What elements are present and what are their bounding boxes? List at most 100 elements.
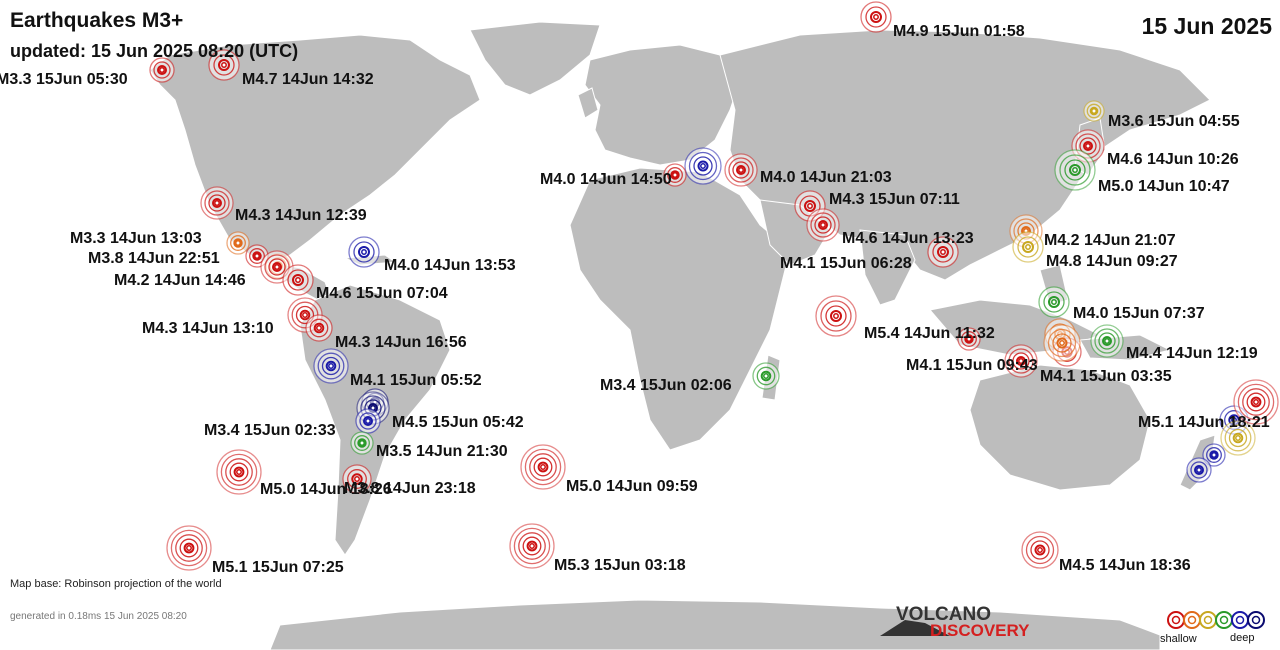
quake-marker-extra[interactable] bbox=[1004, 344, 1038, 378]
quake-label[interactable]: M4.0 15Jun 07:37 bbox=[1073, 305, 1205, 322]
quake-label[interactable]: M4.6 15Jun 07:04 bbox=[316, 285, 448, 302]
quake-epicenter bbox=[529, 543, 535, 549]
quake-label[interactable]: M4.1 15Jun 05:52 bbox=[350, 372, 482, 389]
quake-label[interactable]: M4.2 14Jun 21:07 bbox=[1044, 232, 1176, 249]
quake-label[interactable]: M4.6 14Jun 13:23 bbox=[842, 230, 974, 247]
legend-depth-ring-inner bbox=[1251, 615, 1261, 625]
quake-ring bbox=[1246, 392, 1266, 412]
quake-marker[interactable] bbox=[509, 523, 555, 569]
quake-label[interactable]: M4.0 14Jun 13:53 bbox=[384, 257, 516, 274]
quake-marker[interactable] bbox=[752, 362, 780, 390]
quake-marker-extra[interactable] bbox=[1202, 443, 1226, 467]
quake-marker[interactable] bbox=[927, 236, 959, 268]
quake-label[interactable]: M4.6 14Jun 10:26 bbox=[1107, 151, 1239, 168]
quake-marker-extra[interactable] bbox=[1220, 420, 1256, 456]
quake-label[interactable]: M4.5 14Jun 18:36 bbox=[1059, 557, 1191, 574]
quake-marker[interactable] bbox=[1012, 231, 1044, 263]
quake-label[interactable]: M4.3 15Jun 07:11 bbox=[829, 191, 960, 208]
quake-marker[interactable] bbox=[724, 153, 758, 187]
quake-marker[interactable] bbox=[957, 327, 981, 351]
quake-label[interactable]: M4.1 15Jun 09:43 bbox=[906, 357, 1038, 374]
quake-marker[interactable] bbox=[1233, 379, 1279, 425]
quake-epicenter bbox=[1211, 452, 1217, 458]
quake-ring bbox=[354, 435, 370, 451]
quake-marker[interactable] bbox=[226, 231, 250, 255]
quake-marker[interactable] bbox=[1083, 100, 1105, 122]
quake-marker-extra[interactable] bbox=[684, 147, 722, 185]
quake-marker[interactable] bbox=[348, 236, 380, 268]
quake-marker[interactable] bbox=[313, 348, 349, 384]
quake-marker[interactable] bbox=[350, 431, 374, 455]
quake-label[interactable]: M4.3 14Jun 13:10 bbox=[142, 320, 274, 337]
quake-marker[interactable] bbox=[1090, 324, 1124, 358]
quake-label[interactable]: M5.0 14Jun 09:59 bbox=[566, 478, 698, 495]
quake-epicenter bbox=[966, 336, 972, 342]
quake-ring bbox=[1030, 540, 1050, 560]
quake-marker[interactable] bbox=[806, 208, 840, 242]
quake-label[interactable]: M3.4 15Jun 02:33 bbox=[204, 422, 336, 439]
quake-label[interactable]: M4.1 15Jun 06:28 bbox=[780, 255, 912, 272]
quake-marker[interactable] bbox=[200, 186, 234, 220]
quake-ring bbox=[358, 246, 370, 258]
quake-label[interactable]: M5.0 14Jun 10:47 bbox=[1098, 178, 1230, 195]
quake-label[interactable]: M3.5 14Jun 21:30 bbox=[376, 443, 508, 460]
quake-label[interactable]: M5.1 14Jun 18:21 bbox=[1138, 414, 1270, 431]
quake-label[interactable]: M5.0 14Jun 18:26 bbox=[260, 481, 392, 498]
quake-label[interactable]: M4.9 15Jun 01:58 bbox=[893, 23, 1025, 40]
logo-text-discovery: DISCOVERY bbox=[930, 621, 1030, 640]
quake-ring bbox=[153, 61, 171, 79]
quake-label[interactable]: M3.8 14Jun 22:51 bbox=[88, 250, 220, 267]
quake-marker[interactable] bbox=[166, 525, 212, 571]
quake-ring bbox=[1089, 106, 1099, 116]
quake-marker[interactable] bbox=[815, 295, 857, 337]
quake-label[interactable]: M4.1 15Jun 03:35 bbox=[1040, 368, 1172, 385]
quake-marker-extra[interactable] bbox=[1186, 457, 1212, 483]
quake-label[interactable]: M4.8 14Jun 09:27 bbox=[1046, 253, 1178, 270]
quake-epicenter bbox=[1059, 340, 1065, 346]
quake-label[interactable]: M4.0 14Jun 21:03 bbox=[760, 169, 892, 186]
quake-ring bbox=[225, 458, 253, 486]
quake-label[interactable]: M4.5 15Jun 05:42 bbox=[392, 414, 524, 431]
quake-marker[interactable] bbox=[1021, 531, 1059, 569]
quake-marker[interactable] bbox=[1043, 324, 1081, 362]
quake-marker[interactable] bbox=[282, 264, 314, 296]
quake-ring bbox=[175, 534, 203, 562]
quake-ring bbox=[1086, 103, 1102, 119]
quake-ring bbox=[1052, 333, 1072, 353]
quake-label[interactable]: M3.4 15Jun 02:06 bbox=[600, 377, 732, 394]
quake-label[interactable]: M5.4 14Jun 11:32 bbox=[864, 325, 995, 342]
quake-label[interactable]: M5.1 15Jun 07:25 bbox=[212, 559, 344, 576]
quake-marker[interactable] bbox=[1054, 149, 1096, 191]
quake-ring bbox=[1083, 141, 1093, 151]
quake-marker[interactable] bbox=[860, 1, 892, 33]
quake-marker[interactable] bbox=[520, 444, 566, 490]
quake-marker[interactable] bbox=[149, 57, 175, 83]
quake-label[interactable]: M3.6 15Jun 04:55 bbox=[1108, 113, 1240, 130]
quake-marker[interactable] bbox=[663, 163, 687, 187]
quake-marker[interactable] bbox=[208, 49, 240, 81]
quake-label[interactable]: M4.4 14Jun 12:19 bbox=[1126, 345, 1258, 362]
quake-label[interactable]: M3.8 14Jun 23:18 bbox=[344, 480, 476, 497]
quake-label[interactable]: M4.2 14Jun 14:46 bbox=[114, 272, 246, 289]
quake-label[interactable]: M4.0 14Jun 14:50 bbox=[540, 171, 672, 188]
quake-marker[interactable] bbox=[355, 408, 381, 434]
quake-label[interactable]: M4.3 14Jun 12:39 bbox=[235, 207, 367, 224]
quake-label[interactable]: M4.7 14Jun 14:32 bbox=[242, 71, 374, 88]
quake-marker[interactable] bbox=[216, 449, 262, 495]
quake-epicenter bbox=[235, 240, 241, 246]
volcano-discovery-logo[interactable]: VOLCANO DISCOVERY bbox=[880, 604, 1030, 640]
quake-label[interactable]: M4.3 14Jun 16:56 bbox=[335, 334, 467, 351]
quake-marker[interactable] bbox=[342, 464, 372, 494]
quake-epicenter bbox=[159, 67, 165, 73]
quake-ring bbox=[317, 352, 345, 380]
quake-ring bbox=[537, 461, 549, 473]
current-date: 15 Jun 2025 bbox=[1142, 13, 1273, 39]
quake-marker[interactable] bbox=[305, 314, 333, 342]
quake-ring bbox=[1102, 336, 1112, 346]
quake-label[interactable]: M3.3 14Jun 13:03 bbox=[70, 230, 202, 247]
quake-label[interactable]: M5.3 15Jun 03:18 bbox=[554, 557, 686, 574]
quake-marker[interactable] bbox=[1038, 286, 1070, 318]
quake-ring bbox=[325, 360, 337, 372]
quake-epicenter bbox=[1072, 167, 1078, 173]
quake-label[interactable]: M3.3 15Jun 05:30 bbox=[0, 71, 128, 88]
